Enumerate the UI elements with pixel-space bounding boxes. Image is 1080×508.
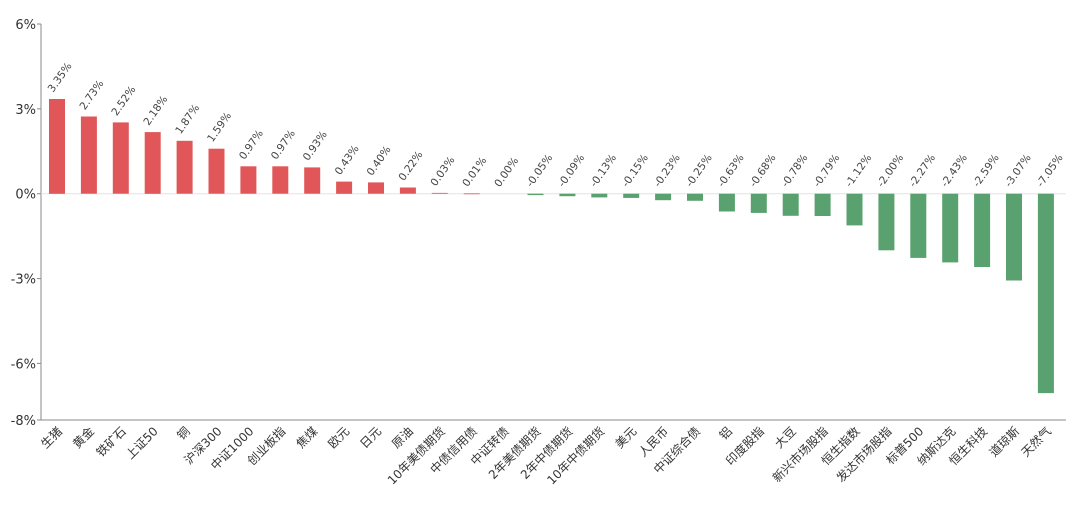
x-tick-label: 铁矿石 bbox=[94, 424, 129, 459]
y-tick-label: -8% bbox=[11, 414, 36, 429]
y-tick-label: -6% bbox=[11, 357, 36, 372]
data-label: -2.27% bbox=[907, 152, 938, 189]
bar bbox=[208, 148, 225, 194]
data-label: 0.00% bbox=[492, 155, 521, 189]
data-label: -0.13% bbox=[588, 152, 619, 189]
data-label: -1.12% bbox=[843, 152, 874, 189]
data-label: 1.59% bbox=[205, 110, 234, 144]
x-tick-label: 大豆 bbox=[772, 424, 799, 451]
bar bbox=[80, 116, 97, 194]
data-label: 3.35% bbox=[46, 60, 75, 94]
x-tick-label: 日元 bbox=[357, 424, 384, 451]
bar bbox=[655, 193, 672, 201]
bar-series bbox=[49, 99, 1054, 394]
y-tick-label: 0% bbox=[15, 188, 36, 203]
bar bbox=[814, 193, 831, 216]
data-label: 0.40% bbox=[365, 144, 394, 178]
value-labels: 3.35%2.73% 2.52% 2.18% 1.87% 1.59%0.97% 0.97%… bbox=[46, 60, 1066, 189]
data-label: 0.01% bbox=[460, 155, 489, 189]
bar bbox=[910, 193, 927, 258]
x-tick-label: 道琼斯 bbox=[986, 424, 1022, 460]
bar bbox=[687, 193, 703, 201]
data-label: 0.97% bbox=[237, 128, 266, 162]
data-label: 0.22% bbox=[397, 149, 426, 183]
x-tick-label: 美元 bbox=[612, 424, 639, 451]
y-tick-label: -3% bbox=[11, 273, 36, 288]
data-label: -0.79% bbox=[811, 152, 842, 189]
bar bbox=[559, 193, 576, 197]
data-label: -0.23% bbox=[652, 152, 683, 189]
chart-axes: 6% 3% 0% -3% -6% -8% bbox=[11, 18, 1066, 429]
data-label: -0.68% bbox=[747, 152, 778, 189]
data-label: -7.05% bbox=[1035, 152, 1066, 189]
x-tick-label: 生猪 bbox=[38, 424, 65, 451]
data-label: -2.43% bbox=[939, 152, 970, 189]
bar bbox=[878, 193, 895, 251]
bar bbox=[750, 193, 767, 213]
y-tick-label: 3% bbox=[15, 103, 36, 118]
data-label: -0.25% bbox=[684, 152, 715, 189]
x-tick-label: 铝 bbox=[716, 424, 735, 443]
bar bbox=[304, 167, 321, 194]
bar bbox=[399, 187, 416, 194]
bar bbox=[1006, 193, 1022, 281]
bar bbox=[112, 122, 129, 194]
bar bbox=[144, 132, 161, 194]
data-label: -2.00% bbox=[875, 152, 906, 189]
bar bbox=[527, 193, 544, 196]
data-label: -0.63% bbox=[716, 152, 747, 189]
bar bbox=[782, 193, 799, 216]
data-label: -0.09% bbox=[556, 152, 587, 189]
bar bbox=[368, 182, 384, 194]
bar bbox=[176, 140, 193, 194]
x-tick-label: 原油 bbox=[389, 424, 416, 451]
bar bbox=[431, 192, 448, 194]
bar bbox=[1037, 193, 1054, 394]
bar bbox=[974, 193, 991, 267]
data-label: -0.78% bbox=[779, 152, 810, 189]
data-label: 2.52% bbox=[109, 84, 138, 118]
data-label: 2.73% bbox=[78, 78, 107, 112]
data-label: 1.87% bbox=[173, 102, 202, 136]
data-label: 0.93% bbox=[301, 129, 330, 163]
x-tick-label: 黄金 bbox=[69, 424, 97, 452]
data-label: -2.59% bbox=[971, 152, 1002, 189]
bar bbox=[591, 193, 608, 198]
bar bbox=[942, 193, 959, 263]
data-label: 0.43% bbox=[333, 143, 362, 177]
bar bbox=[49, 99, 65, 194]
bar bbox=[336, 181, 353, 194]
bar bbox=[272, 166, 289, 194]
data-label: -0.05% bbox=[524, 152, 555, 189]
bar bbox=[846, 193, 863, 226]
bar bbox=[240, 166, 257, 194]
y-tick-label: 6% bbox=[15, 18, 36, 33]
x-tick-label: 铜 bbox=[174, 424, 193, 443]
bar bbox=[718, 193, 735, 212]
data-label: 0.03% bbox=[428, 154, 457, 188]
data-label: 0.97% bbox=[269, 128, 298, 162]
data-label: 2.18% bbox=[141, 94, 170, 128]
data-label: -3.07% bbox=[1003, 152, 1034, 189]
x-tick-label: 欧元 bbox=[325, 424, 352, 451]
x-tick-label: 天然气 bbox=[1018, 424, 1054, 460]
x-tick-label: 上证50 bbox=[123, 424, 161, 462]
bar bbox=[623, 193, 640, 198]
bar bbox=[463, 193, 480, 195]
x-tick-label: 焦煤 bbox=[293, 424, 320, 451]
data-label: -0.15% bbox=[620, 152, 651, 189]
